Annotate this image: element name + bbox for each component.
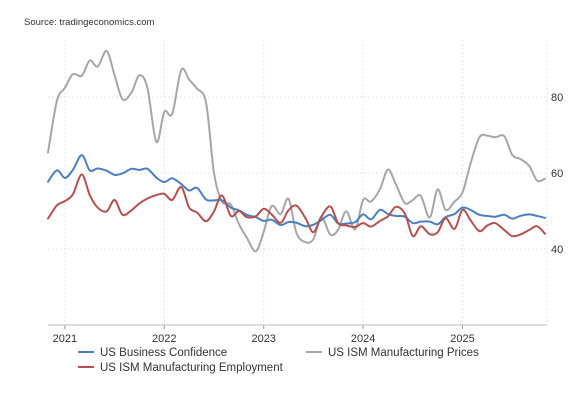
series-line-ism-employment xyxy=(47,173,547,238)
x-tick-label: 2025 xyxy=(450,333,474,345)
series-layer xyxy=(47,50,547,253)
y-tick-label: 80 xyxy=(551,92,563,104)
x-tick-label: 2023 xyxy=(251,333,275,345)
legend-label: US Business Confidence xyxy=(100,347,228,359)
x-axis: 2021 2022 2023 2024 2025 xyxy=(48,324,547,345)
series-line-business-confidence xyxy=(47,154,547,228)
series-line-ism-prices xyxy=(47,50,547,253)
legend-label: US ISM Manufacturing Prices xyxy=(328,347,479,359)
legend-swatch xyxy=(306,350,322,354)
legend-swatch xyxy=(78,365,94,369)
x-tick-label: 2024 xyxy=(351,333,375,345)
legend-label: US ISM Manufacturing Employment xyxy=(100,362,283,374)
y-tick-label: 40 xyxy=(551,244,563,256)
x-tick-label: 2022 xyxy=(152,333,176,345)
legend-item-ism-prices: US ISM Manufacturing Prices xyxy=(306,347,479,359)
source-note: Source: tradingeconomics.com xyxy=(24,17,155,28)
x-tick-label: 2021 xyxy=(53,333,77,345)
y-axis: 40 60 80 xyxy=(551,92,563,256)
legend-swatch xyxy=(78,350,94,354)
legend-item-business-confidence: US Business Confidence xyxy=(78,347,227,359)
gridlines xyxy=(48,40,548,325)
y-tick-label: 60 xyxy=(551,168,563,180)
legend-item-ism-employment: US ISM Manufacturing Employment xyxy=(78,362,283,374)
